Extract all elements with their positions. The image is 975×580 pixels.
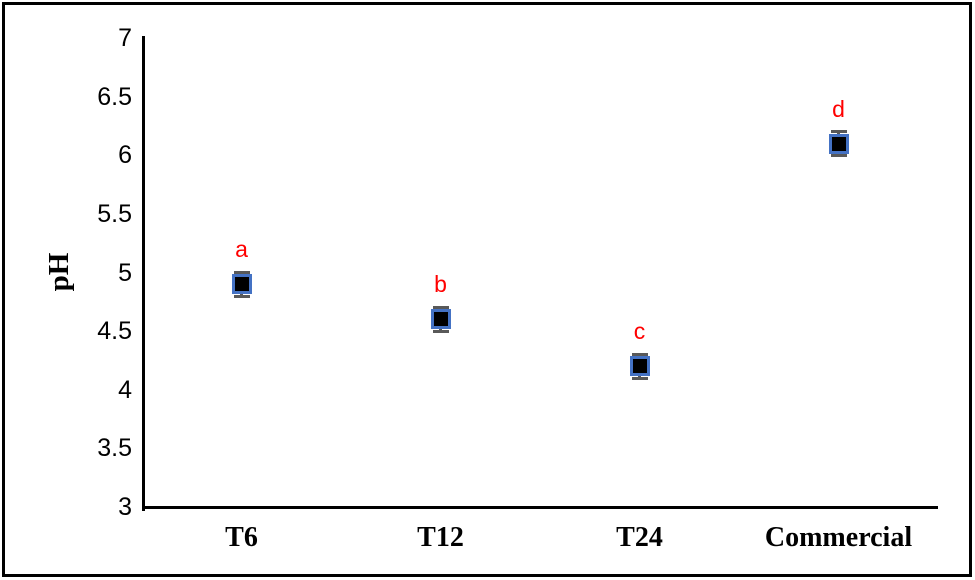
significance-letter: d [832, 95, 845, 122]
y-tick-label: 7 [118, 24, 132, 52]
y-axis-line [142, 36, 145, 511]
error-bar-cap-bottom [830, 154, 847, 158]
data-point-marker [629, 356, 650, 377]
significance-letter: c [633, 318, 646, 345]
y-tick-label: 3 [118, 493, 132, 521]
y-tick-label: 4.5 [97, 317, 132, 346]
data-point-marker [231, 274, 252, 295]
significance-letter: b [434, 271, 447, 298]
x-category-label: T24 [616, 522, 663, 553]
error-bar-cap-top [830, 129, 847, 133]
y-tick-label: 3.5 [97, 434, 132, 463]
x-category-label: Commercial [764, 522, 913, 553]
y-tick-label: 6 [118, 141, 132, 170]
y-tick-label: 6.5 [97, 82, 132, 111]
error-bar-cap-top [233, 270, 250, 274]
error-bar-cap-bottom [631, 377, 648, 381]
error-bar-cap-top [631, 352, 648, 356]
error-bar-cap-top [432, 305, 449, 309]
x-category-label: T6 [225, 522, 258, 553]
x-axis-line [142, 506, 938, 509]
significance-letter: a [235, 236, 248, 263]
error-bar-cap-bottom [233, 294, 250, 298]
data-point-marker [430, 309, 451, 330]
y-tick-label: 5.5 [97, 199, 132, 228]
x-category-label: T12 [417, 522, 464, 553]
data-point-marker [828, 133, 849, 154]
y-tick-label: 5 [118, 258, 132, 287]
error-bar-cap-bottom [432, 330, 449, 334]
y-tick-label: 4 [118, 375, 132, 404]
